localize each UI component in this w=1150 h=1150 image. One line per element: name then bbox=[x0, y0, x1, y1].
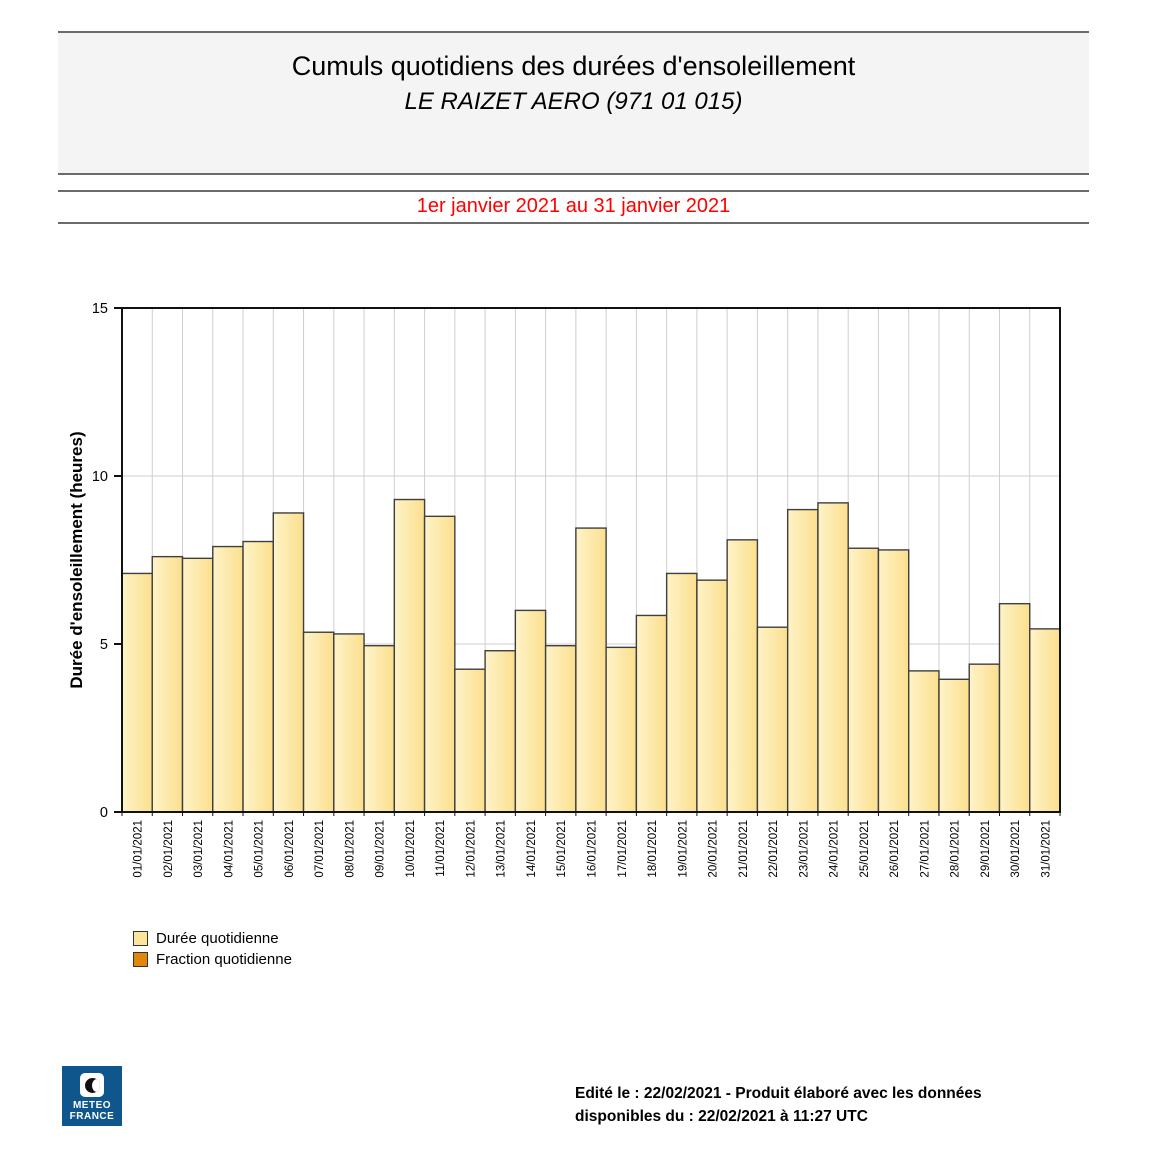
bar bbox=[726, 539, 759, 813]
bar bbox=[817, 502, 849, 813]
x-tick-label: 15/01/2021 bbox=[556, 820, 568, 878]
period-label: 1er janvier 2021 au 31 janvier 2021 bbox=[416, 195, 731, 217]
bar bbox=[877, 549, 910, 813]
x-tick-label: 08/01/2021 bbox=[344, 820, 356, 878]
station-subtitle: LE RAIZET AERO (971 01 015) bbox=[404, 88, 743, 115]
x-tick-label: 17/01/2021 bbox=[617, 820, 629, 878]
x-tick-label: 04/01/2021 bbox=[223, 820, 235, 878]
bar bbox=[181, 557, 214, 813]
bar bbox=[484, 650, 517, 813]
bar bbox=[575, 527, 607, 813]
x-tick-label: 10/01/2021 bbox=[405, 820, 417, 878]
meteo-france-logo: METEO FRANCE bbox=[62, 1066, 122, 1126]
edition-note-line1: Edité le : 22/02/2021 - Produit élaboré … bbox=[575, 1085, 982, 1102]
y-tick-label: 5 bbox=[100, 637, 108, 653]
edition-note: Edité le : 22/02/2021 - Produit élaboré … bbox=[575, 1082, 1045, 1128]
legend-item-fraction: Fraction quotidienne bbox=[133, 949, 292, 970]
bar bbox=[696, 579, 728, 813]
x-tick-label: 14/01/2021 bbox=[526, 820, 538, 878]
legend-swatch-fraction bbox=[133, 952, 148, 967]
y-axis-title: Durée d'ensoleillement (heures) bbox=[67, 431, 86, 688]
x-tick-label: 24/01/2021 bbox=[829, 820, 841, 878]
x-tick-label: 05/01/2021 bbox=[254, 820, 266, 878]
x-tick-label: 25/01/2021 bbox=[859, 820, 871, 878]
page-title: Cumuls quotidiens des durées d'ensoleill… bbox=[291, 51, 856, 81]
x-tick-label: 16/01/2021 bbox=[587, 820, 599, 878]
bar bbox=[968, 663, 1001, 813]
x-tick-label: 31/01/2021 bbox=[1040, 820, 1052, 878]
logo-text-france: FRANCE bbox=[69, 1111, 115, 1122]
y-tick-label: 0 bbox=[100, 805, 108, 821]
meteo-france-sun-moon-icon bbox=[80, 1073, 104, 1097]
x-tick-label: 19/01/2021 bbox=[677, 820, 689, 878]
legend-item-duree: Durée quotidienne bbox=[133, 928, 292, 949]
bar bbox=[454, 668, 486, 813]
chart-legend: Durée quotidienne Fraction quotidienne bbox=[133, 928, 292, 970]
x-tick-label: 30/01/2021 bbox=[1010, 820, 1022, 878]
logo-text-meteo: METEO bbox=[72, 1100, 112, 1111]
legend-label-duree: Durée quotidienne bbox=[156, 930, 279, 947]
bar bbox=[393, 498, 426, 813]
bar bbox=[1029, 628, 1061, 813]
x-tick-label: 09/01/2021 bbox=[375, 820, 387, 878]
x-tick-label: 27/01/2021 bbox=[919, 820, 931, 878]
x-tick-label: 11/01/2021 bbox=[435, 820, 447, 877]
y-tick-label: 10 bbox=[92, 469, 108, 485]
bar bbox=[756, 626, 789, 813]
x-tick-label: 06/01/2021 bbox=[284, 820, 296, 878]
bar bbox=[423, 515, 456, 813]
bar bbox=[514, 609, 547, 813]
x-tick-label: 02/01/2021 bbox=[163, 820, 175, 878]
bar bbox=[665, 572, 698, 813]
bar bbox=[121, 572, 153, 813]
bar bbox=[786, 508, 819, 813]
bar bbox=[544, 644, 577, 813]
edition-note-line2: disponibles du : 22/02/2021 à 11:27 UTC bbox=[575, 1108, 868, 1125]
bar bbox=[998, 602, 1031, 813]
bar bbox=[272, 512, 305, 813]
header-box: Cumuls quotidiens des durées d'ensoleill… bbox=[58, 31, 1089, 175]
x-tick-label: 12/01/2021 bbox=[465, 820, 477, 878]
x-tick-label: 26/01/2021 bbox=[889, 820, 901, 878]
x-tick-label: 07/01/2021 bbox=[314, 820, 326, 878]
x-tick-label: 03/01/2021 bbox=[193, 820, 205, 878]
x-tick-label: 23/01/2021 bbox=[798, 820, 810, 878]
chart-svg: 0 5 10 15 01/01/2021 02/01/2021 03/01/2021 04/0… bbox=[67, 301, 1061, 878]
bar bbox=[363, 644, 396, 813]
bar bbox=[847, 547, 880, 813]
bar bbox=[938, 678, 970, 813]
x-tick-label: 20/01/2021 bbox=[708, 820, 720, 878]
y-tick-label: 15 bbox=[92, 301, 108, 317]
legend-swatch-duree bbox=[133, 931, 148, 946]
plot-border bbox=[121, 307, 1061, 813]
bar bbox=[333, 633, 365, 813]
bar bbox=[605, 646, 638, 813]
x-tick-label: 28/01/2021 bbox=[950, 820, 962, 878]
x-tick-label: 13/01/2021 bbox=[496, 820, 508, 878]
x-tick-label: 18/01/2021 bbox=[647, 820, 659, 878]
period-band: 1er janvier 2021 au 31 janvier 2021 bbox=[58, 190, 1089, 224]
legend-label-fraction: Fraction quotidienne bbox=[156, 951, 292, 968]
x-tick-label: 21/01/2021 bbox=[738, 820, 750, 878]
bar bbox=[242, 540, 274, 813]
x-tick-label: 22/01/2021 bbox=[768, 820, 780, 878]
x-tick-label: 29/01/2021 bbox=[980, 820, 992, 878]
bar bbox=[212, 545, 244, 813]
bar bbox=[635, 614, 668, 813]
x-tick-label: 01/01/2021 bbox=[133, 820, 145, 878]
bar bbox=[151, 555, 184, 813]
bar bbox=[302, 631, 335, 813]
bar bbox=[908, 670, 940, 813]
bar-chart: 0 5 10 15 01/01/2021 02/01/2021 03/01/2021 04/0… bbox=[67, 301, 1061, 878]
